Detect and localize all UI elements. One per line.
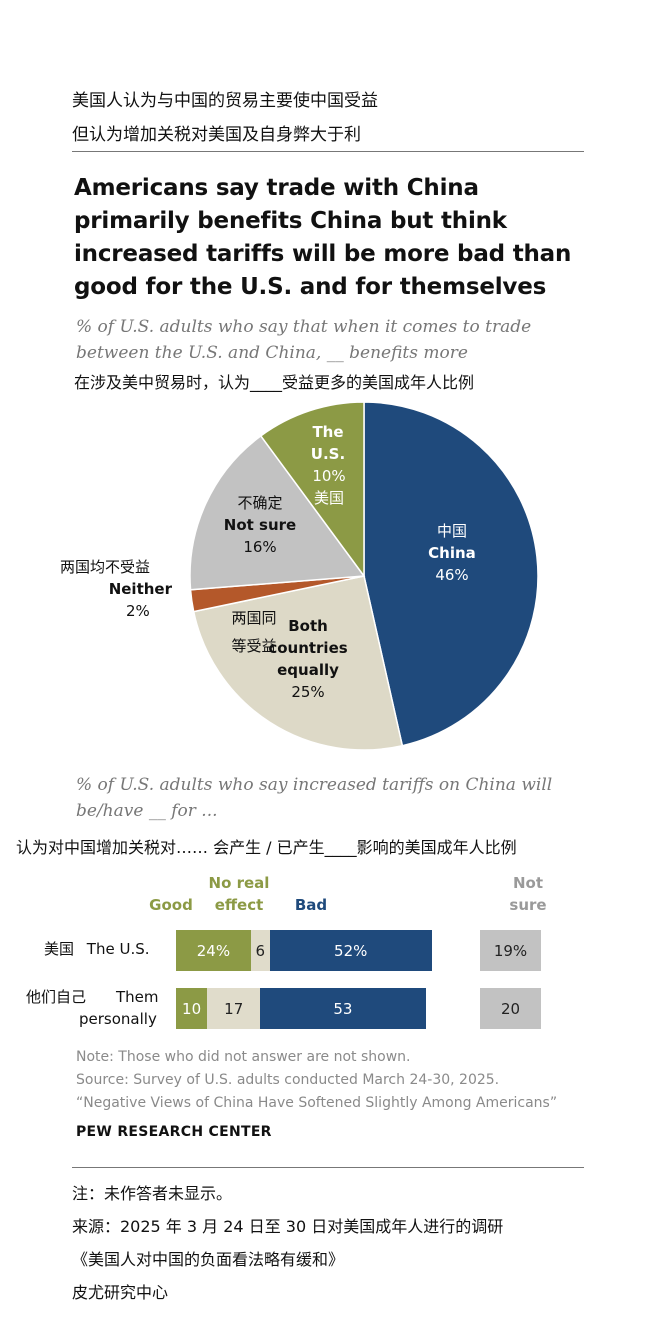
pie-label-both-en: Both countries equally <box>268 617 348 679</box>
pie-label-us-value: 10% <box>312 467 346 485</box>
pie-label-us: The U.S. 10% 美国 <box>294 421 364 509</box>
zh-title-line2: 但认为增加关税对美国及自身弊大于利 <box>72 125 361 145</box>
column-header-good: Good <box>149 896 193 914</box>
bar-segment-good: 10 <box>176 988 208 1029</box>
bar-segment-bad: 53 <box>260 988 426 1029</box>
bar-segment-no-effect: 6 <box>250 930 270 971</box>
pie-subtitle-zh: 在涉及美中贸易时，认为____受益更多的美国成年人比例 <box>74 373 475 392</box>
pie-label-china-en: China <box>428 544 476 562</box>
pie-slice-not-sure <box>189 434 366 591</box>
column-header-bad: Bad <box>294 896 328 914</box>
top-divider <box>72 151 584 152</box>
pie-label-china-value: 46% <box>435 566 469 584</box>
row-label-us: 美国 The U.S. <box>44 938 150 960</box>
bar-segment-good: 24% <box>176 930 251 971</box>
row-label-us-zh: 美国 <box>44 940 75 958</box>
pie-label-both-value: 25% <box>291 683 325 701</box>
pie-label-not-sure-zh: 不确定 <box>237 494 283 512</box>
row-label-us-en: The U.S. <box>86 940 150 958</box>
pie-slice-us <box>259 401 365 579</box>
pie-label-not-sure-value: 16% <box>243 538 277 556</box>
source-text: Source: Survey of U.S. adults conducted … <box>76 1072 500 1088</box>
row-label-them-en-1: Them <box>116 988 159 1006</box>
org-name: PEW RESEARCH CENTER <box>76 1124 272 1140</box>
pie-label-us-zh: 美国 <box>313 489 344 507</box>
bar-subtitle: % of U.S. adults who say increased tarif… <box>76 772 596 824</box>
pie-label-china: 中国 China 46% <box>392 520 512 586</box>
pie-label-both-zh-text: 两国同等受益 <box>231 609 277 655</box>
zh-footer-source: 来源：2025 年 3 月 24 日至 30 日对美国成年人进行的调研 <box>72 1217 504 1236</box>
zh-title-line1: 美国人认为与中国的贸易主要使中国受益 <box>72 91 378 111</box>
pie-slice-both <box>192 575 404 751</box>
bar-subtitle-zh: 认为对中国增加关税对…… 会产生 / 已产生____影响的美国成年人比例 <box>16 838 517 857</box>
row-label-them-zh: 他们自己 <box>26 988 87 1006</box>
pie-slice-china <box>363 401 539 747</box>
note-text: Note: Those who did not answer are not s… <box>76 1049 411 1065</box>
pie-label-china-zh: 中国 <box>436 522 467 540</box>
zh-footer-report: 《美国人对中国的负面看法略有缓和》 <box>72 1250 345 1269</box>
pie-label-not-sure-en: Not sure <box>223 516 297 534</box>
chart-title-line: Americans say trade with China <box>74 175 479 201</box>
row-label-them: 他们自己 Them personally <box>26 986 166 1028</box>
pie-chart <box>189 401 539 751</box>
zh-footer-org: 皮尤研究中心 <box>72 1283 169 1302</box>
pie-label-neither-zh: 两国均不受益 <box>60 558 151 576</box>
pie-label-both: Both countries equally 25% <box>262 615 354 703</box>
pie-label-us-en: The U.S. <box>310 423 346 463</box>
row-label-them-en-2: personally <box>79 1010 157 1028</box>
bottom-divider <box>72 1167 584 1168</box>
bar-subtitle-line: be/have __ for ... <box>76 801 218 821</box>
bar-subtitle-line: % of U.S. adults who say increased tarif… <box>76 775 553 795</box>
pie-label-both-zh: 两国同等受益 <box>226 604 282 660</box>
zh-footer-note: 注：未作答者未显示。 <box>72 1184 233 1203</box>
pie-label-neither-value: 2% <box>126 602 150 620</box>
pie-subtitle-line: between the U.S. and China, __ benefits … <box>76 343 468 363</box>
chart-title-line: primarily benefits China but think <box>74 208 507 234</box>
bar-segment-not-sure: 19% <box>480 930 541 971</box>
bar-segment-no-effect: 17 <box>207 988 261 1029</box>
bar-segment-bad: 52% <box>269 930 432 971</box>
pie-subtitle: % of U.S. adults who say that when it co… <box>76 314 596 366</box>
column-header-no-effect: No real effect <box>208 874 270 914</box>
chart-title-line: good for the U.S. and for themselves <box>74 274 547 300</box>
report-text: “Negative Views of China Have Softened S… <box>76 1095 558 1111</box>
bar-segment-not-sure: 20 <box>480 988 541 1029</box>
column-header-not-sure: Not sure <box>509 874 547 914</box>
pie-label-neither: 两国均不受益 Neither 2% <box>60 556 186 622</box>
pie-subtitle-line: % of U.S. adults who say that when it co… <box>76 317 532 337</box>
chart-title-line: increased tariffs will be more bad than <box>74 241 572 267</box>
pie-label-neither-en: Neither <box>108 580 172 598</box>
chart-title: Americans say trade with China primarily… <box>74 172 594 304</box>
pie-label-not-sure: 不确定 Not sure 16% <box>214 492 306 558</box>
